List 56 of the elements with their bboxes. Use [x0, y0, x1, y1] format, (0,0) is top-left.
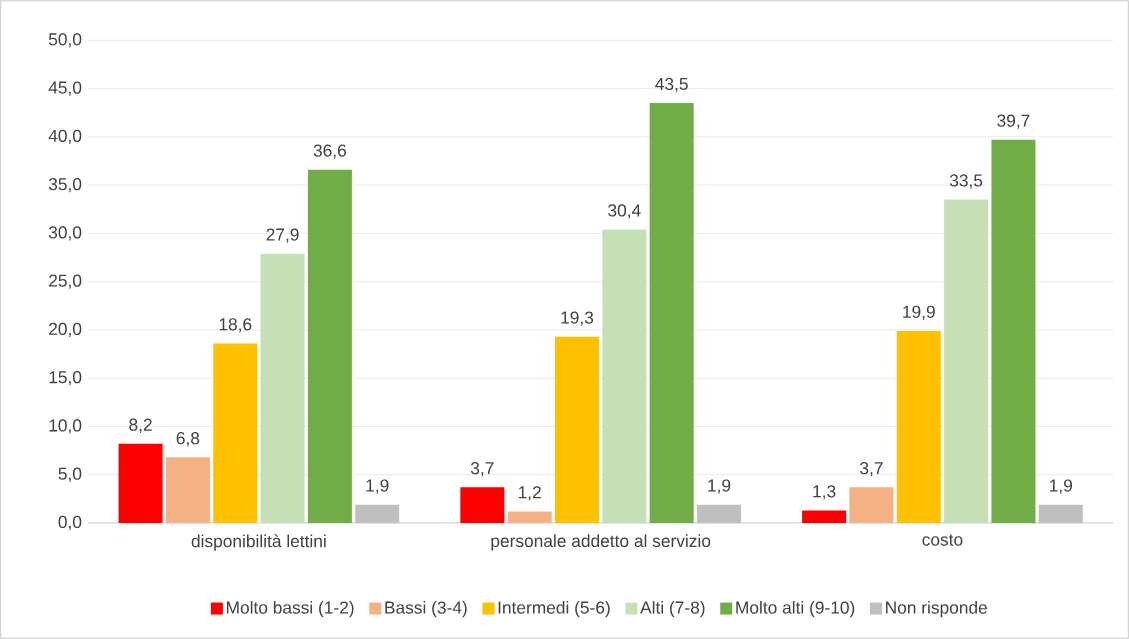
y-tick-label: 45,0 [48, 81, 82, 96]
legend-label: Molto bassi (1-2) [226, 600, 354, 618]
bar [944, 199, 989, 523]
y-tick-label: 0,0 [58, 515, 82, 531]
data-label: 3,7 [470, 462, 494, 477]
bar [896, 330, 941, 523]
data-label: 43,5 [655, 77, 688, 93]
data-label: 19,3 [561, 311, 594, 326]
bar [555, 336, 599, 523]
y-tick-label: 35,0 [48, 177, 82, 193]
legend-label: Non risponde [886, 600, 987, 618]
bar [355, 504, 400, 523]
x-tick-label: costo [922, 534, 963, 546]
data-label: 1,3 [813, 485, 836, 500]
bar [602, 229, 647, 523]
bar [802, 510, 847, 523]
data-label: 1,9 [708, 479, 731, 494]
y-tick-label: 5,0 [58, 467, 82, 482]
bar [849, 487, 894, 523]
y-tick-label: 50,0 [48, 33, 82, 48]
data-label: 3,7 [860, 462, 883, 477]
y-tick-label: 40,0 [48, 129, 82, 145]
data-label: 33,5 [949, 174, 983, 189]
bar [507, 511, 552, 523]
x-tick-label: disponibilità lettini [191, 534, 326, 551]
y-tick-label: 30,0 [48, 226, 82, 241]
legend-label: Alti (7-8) [640, 600, 705, 618]
bar [460, 487, 505, 523]
legend-label: Intermedi (5-6) [498, 600, 610, 618]
x-tick-label: personale addetto al servizio [491, 534, 711, 551]
data-label: 39,7 [997, 114, 1030, 129]
data-label: 6,8 [176, 432, 200, 447]
bar [649, 103, 694, 523]
data-label: 18,6 [219, 318, 252, 333]
data-label: 36,6 [313, 144, 347, 159]
bar [260, 253, 305, 523]
y-tick-label: 10,0 [49, 419, 82, 434]
y-tick-label: 25,0 [49, 274, 82, 289]
bar [697, 504, 741, 523]
legend-label: Bassi (3-4) [385, 600, 467, 618]
bar [165, 457, 210, 523]
y-tick-label: 15,0 [49, 371, 82, 386]
bar [118, 443, 163, 523]
bar [213, 343, 258, 523]
data-label: 1,9 [1050, 479, 1072, 494]
bar [1038, 504, 1083, 523]
data-label: 1,2 [518, 486, 541, 501]
y-tick-label: 20,0 [49, 322, 82, 338]
bar [991, 139, 1036, 523]
legend-label: Molto alti (9-10) [736, 600, 855, 618]
data-label: 19,9 [903, 305, 935, 320]
data-label: 8,2 [129, 418, 152, 433]
bar [307, 169, 352, 523]
data-label: 30,4 [608, 204, 641, 219]
data-label: 1,9 [366, 479, 389, 494]
data-label: 27,9 [266, 228, 299, 243]
